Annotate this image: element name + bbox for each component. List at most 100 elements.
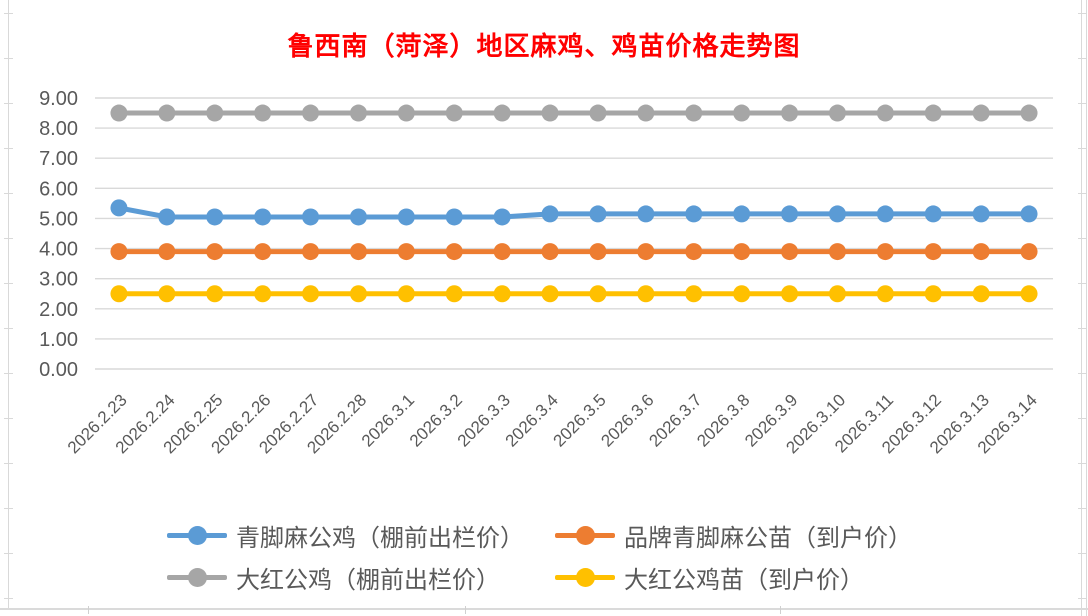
data-point-marker (493, 104, 511, 122)
data-point-marker (206, 243, 224, 261)
data-point-marker (972, 243, 990, 261)
data-point-marker (972, 104, 990, 122)
y-axis-label: 3.00 (39, 269, 78, 291)
data-point-marker (349, 208, 367, 226)
legend-row-1: 青脚麻公鸡（棚前出栏价） 品牌青脚麻公苗（到户价） (167, 514, 967, 556)
legend-item-pinpai-qingjiaoma-gongmiao: 品牌青脚麻公苗（到户价） (555, 518, 912, 553)
data-point-marker (1020, 243, 1038, 261)
sheet-gridline-right-inner (1086, 0, 1087, 616)
data-point-marker (397, 104, 415, 122)
data-point-marker (733, 205, 751, 223)
data-point-marker (781, 243, 799, 261)
legend-marker-icon (167, 525, 227, 545)
data-point-marker (158, 208, 176, 226)
data-point-marker (445, 208, 463, 226)
sheet-row-tick (1078, 373, 1087, 374)
sheet-row-tick (4, 103, 13, 104)
data-point-marker (589, 104, 607, 122)
data-point-marker (349, 104, 367, 122)
legend-label: 青脚麻公鸡（棚前出栏价） (236, 524, 524, 552)
legend-label: 品牌青脚麻公苗（到户价） (624, 524, 912, 552)
data-point-marker (349, 285, 367, 303)
data-point-marker (828, 104, 846, 122)
legend-row-2: 大红公鸡（棚前出栏价） 大红公鸡苗（到户价） (167, 556, 967, 598)
data-point-marker (924, 205, 942, 223)
legend-marker-icon (555, 525, 615, 545)
data-point-marker (493, 208, 511, 226)
chart-title: 鲁西南（菏泽）地区麻鸡、鸡苗价格走势图 (287, 32, 801, 61)
data-point-marker (685, 243, 703, 261)
data-point-marker (876, 104, 894, 122)
sheet-row-tick (4, 553, 13, 554)
data-point-marker (110, 199, 128, 217)
price-trend-line-chart: 0.00 1.00 2.00 3.00 4.00 5.00 6.00 7.00 8.00 9.00… (39, 88, 1053, 457)
data-point-marker (876, 285, 894, 303)
legend-item-dahong-gongji: 大红公鸡（棚前出栏价） (167, 560, 555, 595)
sheet-row-tick (4, 238, 13, 239)
sheet-row-tick (1078, 283, 1087, 284)
data-point-marker (254, 243, 272, 261)
sheet-row-tick (4, 283, 13, 284)
data-point-marker (254, 208, 272, 226)
data-point-marker (828, 205, 846, 223)
y-axis-label: 8.00 (39, 118, 78, 140)
data-point-marker (637, 104, 655, 122)
data-point-marker (541, 104, 559, 122)
y-axis-label: 2.00 (39, 299, 78, 321)
data-point-marker (876, 205, 894, 223)
data-point-marker (397, 285, 415, 303)
data-point-marker (302, 208, 320, 226)
data-point-marker (206, 208, 224, 226)
legend-marker-icon (555, 567, 615, 587)
y-axis-label: 0.00 (39, 359, 78, 381)
sheet-row-tick (4, 373, 13, 374)
sheet-column-tick (465, 606, 466, 614)
sheet-row-tick (4, 463, 13, 464)
sheet-column-tick (780, 606, 781, 614)
sheet-row-tick (1078, 418, 1087, 419)
data-point-marker (1020, 205, 1038, 223)
data-point-marker (589, 285, 607, 303)
data-point-marker (637, 285, 655, 303)
data-point-marker (493, 243, 511, 261)
sheet-row-tick (4, 328, 13, 329)
data-point-marker (206, 285, 224, 303)
y-axis-label: 9.00 (39, 88, 78, 110)
data-point-marker (445, 243, 463, 261)
data-point-marker (685, 104, 703, 122)
data-point-marker (781, 285, 799, 303)
data-point-marker (685, 285, 703, 303)
data-point-marker (110, 243, 128, 261)
data-point-marker (541, 285, 559, 303)
sheet-gridline-bottom (0, 608, 1088, 610)
data-point-marker (110, 104, 128, 122)
data-point-marker (637, 205, 655, 223)
sheet-row-tick (1078, 328, 1087, 329)
sheet-row-tick (1078, 553, 1087, 554)
sheet-row-tick (1078, 148, 1087, 149)
y-axis-label: 7.00 (39, 148, 78, 170)
data-point-marker (302, 243, 320, 261)
sheet-row-tick (4, 148, 13, 149)
data-point-marker (733, 104, 751, 122)
sheet-row-tick (4, 418, 13, 419)
data-point-marker (158, 243, 176, 261)
data-point-marker (541, 205, 559, 223)
sheet-row-tick (4, 508, 13, 509)
sheet-column-tick (88, 606, 89, 614)
sheet-row-tick (4, 193, 13, 194)
data-point-marker (206, 104, 224, 122)
chart-legend: 青脚麻公鸡（棚前出栏价） 品牌青脚麻公苗（到户价） 大红公鸡（棚前出栏价） 大红… (167, 514, 967, 598)
y-axis-label: 5.00 (39, 208, 78, 230)
data-point-marker (1020, 285, 1038, 303)
data-point-marker (349, 243, 367, 261)
data-point-marker (541, 243, 559, 261)
data-point-marker (589, 205, 607, 223)
legend-item-qingjiaoma-gongji: 青脚麻公鸡（棚前出栏价） (167, 518, 555, 553)
data-point-marker (254, 104, 272, 122)
data-point-marker (445, 285, 463, 303)
y-axis-label: 1.00 (39, 329, 78, 351)
legend-marker-icon (167, 567, 227, 587)
data-point-marker (397, 243, 415, 261)
sheet-row-tick (1078, 103, 1087, 104)
